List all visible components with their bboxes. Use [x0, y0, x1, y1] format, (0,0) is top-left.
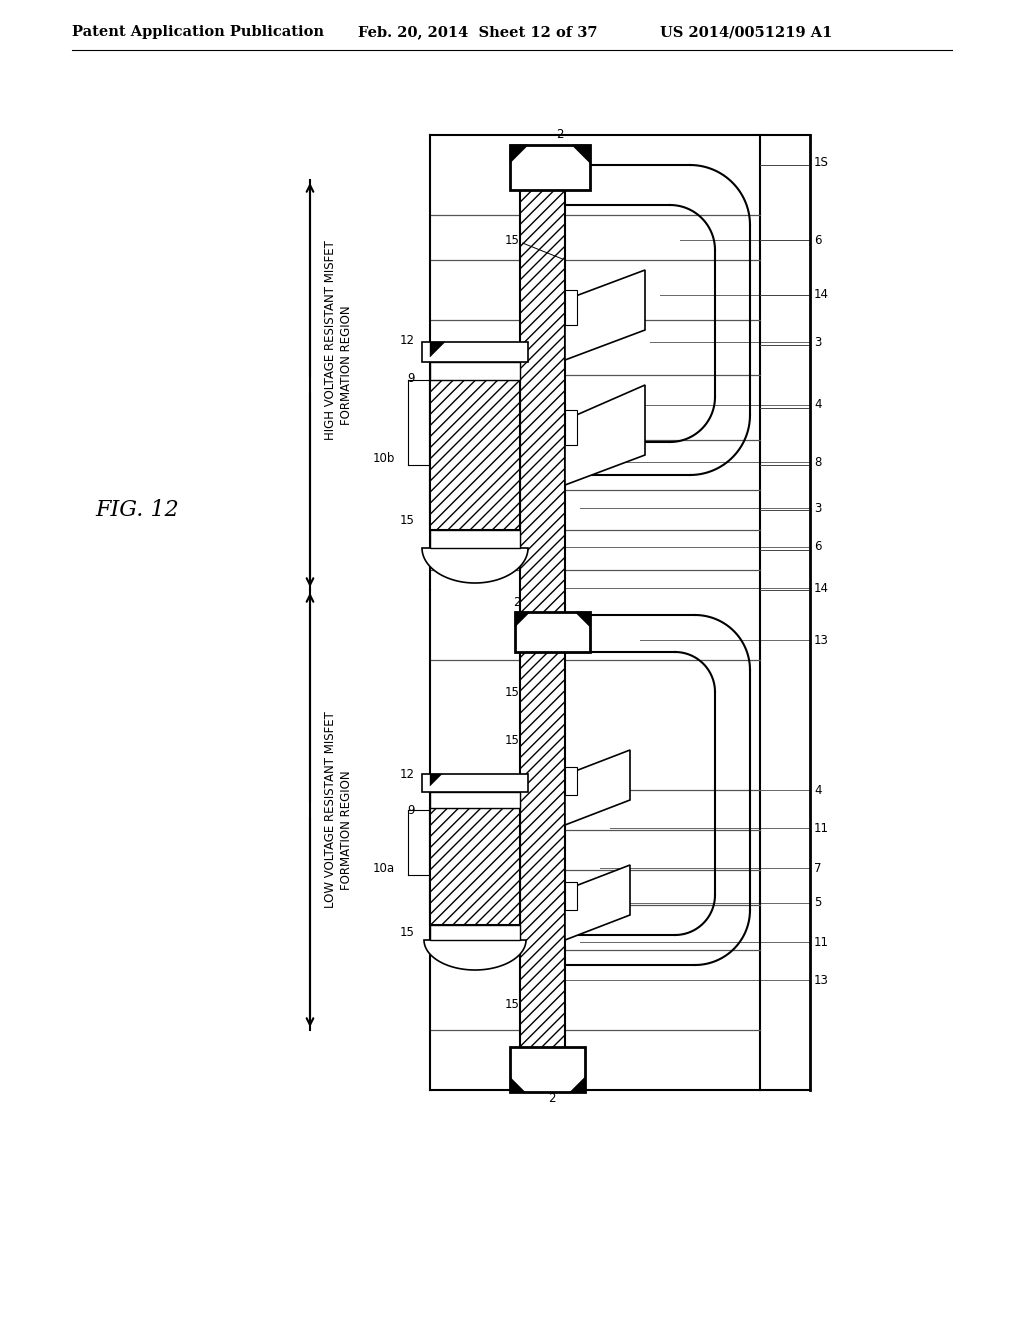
Bar — [422, 774, 528, 792]
Bar — [430, 380, 520, 531]
Bar — [430, 808, 520, 925]
Polygon shape — [570, 1077, 585, 1092]
Bar — [422, 342, 528, 362]
Polygon shape — [424, 940, 526, 970]
Polygon shape — [515, 612, 530, 627]
Text: 6: 6 — [814, 234, 821, 247]
Text: 3: 3 — [814, 502, 821, 515]
Text: 5: 5 — [814, 896, 821, 909]
Polygon shape — [510, 145, 528, 162]
Bar — [510, 145, 590, 190]
Text: 15: 15 — [505, 998, 520, 1011]
Text: FORMATION REGION: FORMATION REGION — [340, 305, 352, 425]
Polygon shape — [430, 774, 442, 785]
Bar — [430, 531, 520, 548]
Text: 1S: 1S — [814, 156, 828, 169]
Text: 2: 2 — [513, 595, 520, 609]
Text: 10b: 10b — [373, 451, 395, 465]
Text: 4: 4 — [814, 399, 821, 412]
Text: FORMATION REGION: FORMATION REGION — [340, 770, 352, 890]
Text: 15: 15 — [400, 925, 415, 939]
Bar — [565, 767, 577, 795]
Text: 13: 13 — [814, 634, 828, 647]
Polygon shape — [565, 385, 645, 484]
Text: 12: 12 — [400, 768, 415, 781]
Text: 15: 15 — [400, 513, 415, 527]
Bar — [515, 612, 590, 652]
Text: 9: 9 — [408, 371, 415, 384]
Bar — [565, 411, 577, 445]
Text: 15: 15 — [505, 234, 520, 247]
Text: 11: 11 — [814, 821, 829, 834]
Polygon shape — [565, 271, 645, 360]
Text: 2: 2 — [548, 1092, 555, 1105]
Text: 15: 15 — [505, 685, 520, 698]
Polygon shape — [575, 612, 590, 627]
Bar — [430, 362, 520, 380]
Text: LOW VOLTAGE RESISTANT MISFET: LOW VOLTAGE RESISTANT MISFET — [324, 711, 337, 908]
Text: 2: 2 — [556, 128, 563, 141]
Bar — [565, 882, 577, 909]
Polygon shape — [565, 750, 630, 825]
Text: 12: 12 — [400, 334, 415, 346]
Bar — [510, 1047, 585, 1092]
Text: 15: 15 — [505, 734, 520, 747]
Text: 7: 7 — [814, 862, 821, 874]
Bar — [520, 165, 565, 1074]
Bar — [565, 290, 577, 325]
Text: 14: 14 — [814, 289, 829, 301]
Text: 10a: 10a — [373, 862, 395, 874]
Polygon shape — [572, 145, 590, 162]
Polygon shape — [430, 342, 445, 356]
Bar — [430, 925, 520, 940]
Text: Feb. 20, 2014  Sheet 12 of 37: Feb. 20, 2014 Sheet 12 of 37 — [358, 25, 597, 40]
Polygon shape — [510, 1077, 525, 1092]
Bar — [430, 792, 520, 808]
Text: 3: 3 — [814, 335, 821, 348]
Text: 8: 8 — [814, 455, 821, 469]
Text: US 2014/0051219 A1: US 2014/0051219 A1 — [660, 25, 833, 40]
Text: 6: 6 — [814, 540, 821, 553]
Text: Patent Application Publication: Patent Application Publication — [72, 25, 324, 40]
Text: 14: 14 — [814, 582, 829, 594]
Text: 13: 13 — [814, 974, 828, 986]
Text: 4: 4 — [814, 784, 821, 796]
Polygon shape — [422, 548, 528, 583]
Text: 11: 11 — [814, 936, 829, 949]
Text: FIG. 12: FIG. 12 — [95, 499, 179, 521]
Polygon shape — [565, 865, 630, 940]
Text: HIGH VOLTAGE RESISTANT MISFET: HIGH VOLTAGE RESISTANT MISFET — [324, 240, 337, 440]
Text: 9: 9 — [408, 804, 415, 817]
